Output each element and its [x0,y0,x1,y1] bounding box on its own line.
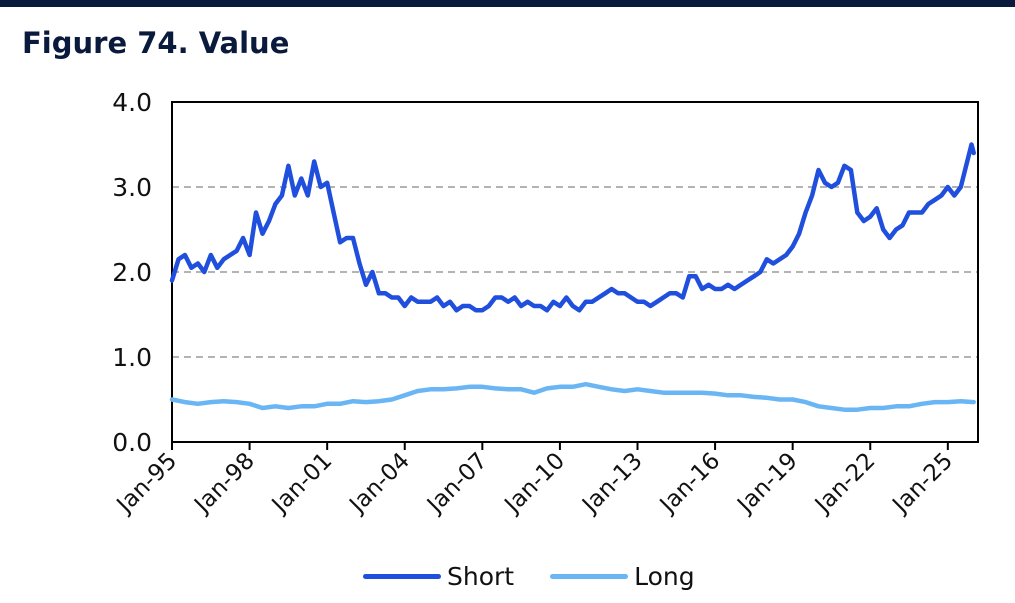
x-tick-label: Jan-07 [421,448,492,519]
figure-title: Figure 74. Value [22,26,290,60]
x-tick-label: Jan-98 [188,448,259,519]
x-tick-label: Jan-01 [266,448,337,519]
plot-frame [171,101,979,443]
top-accent-bar [0,0,1015,7]
x-tick-label: Jan-25 [887,448,958,519]
y-tick-label: 3.0 [112,173,152,202]
legend-swatch-long [550,573,629,579]
x-tick-label: Jan-16 [654,448,725,519]
series-line-short [169,142,976,313]
y-tick-label: 2.0 [112,258,152,287]
legend-item-long: Long [550,562,695,591]
x-tick-label: Jan-13 [576,448,647,519]
legend: Short Long [363,560,731,592]
x-tick-label: Jan-22 [809,448,880,519]
y-tick-label: 0.0 [112,428,152,457]
series-line-long [169,381,976,412]
legend-label-long: Long [634,561,695,591]
legend-swatch-short [363,573,441,579]
legend-label-short: Short [447,561,515,591]
legend-item-short: Short [363,562,514,591]
x-tick-label: Jan-95 [111,448,182,519]
x-tick-label: Jan-19 [731,448,802,519]
y-tick-label: 1.0 [112,343,152,372]
x-tick-label: Jan-04 [344,448,415,519]
y-tick-label: 4.0 [112,88,152,117]
x-tick-label: Jan-10 [499,448,570,519]
